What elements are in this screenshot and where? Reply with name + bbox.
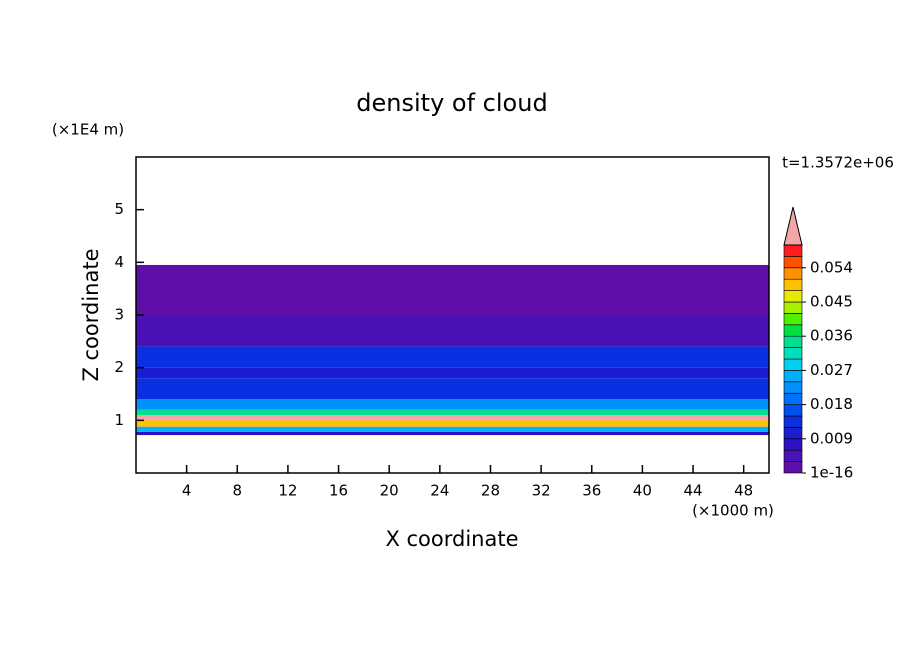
colorbar-tick-label: 0.018: [810, 395, 853, 413]
colorbar-cell: [783, 358, 803, 371]
colorbar-cell: [783, 404, 803, 417]
colorbar-cell: [783, 461, 803, 474]
colorbar-cell: [783, 427, 803, 440]
colorbar-cell: [783, 335, 803, 348]
contour-band: [136, 346, 769, 368]
contour-band: [136, 367, 769, 379]
contour-band: [136, 315, 769, 347]
x-axis-label: X coordinate: [385, 527, 518, 551]
colorbar-cell: [783, 415, 803, 428]
contour-band: [136, 426, 769, 432]
contour-band: [136, 264, 769, 315]
contour-band: [136, 431, 769, 436]
x-tick-label: 12: [278, 482, 297, 500]
colorbar-cell: [783, 267, 803, 280]
colorbar-cell: [783, 278, 803, 291]
colorbar-cell: [783, 290, 803, 303]
x-tick-label: 44: [683, 482, 702, 500]
y-tick-label: 5: [114, 200, 124, 218]
colorbar-cell: [783, 324, 803, 337]
x-tick-label: 24: [430, 482, 449, 500]
colorbar-cell: [783, 381, 803, 394]
colorbar-cell: [783, 244, 803, 257]
colorbar-cell: [783, 313, 803, 326]
y-tick-label: 1: [114, 411, 124, 429]
x-tick-label: 40: [633, 482, 652, 500]
colorbar-cell: [783, 392, 803, 405]
x-tick-label: 4: [182, 482, 192, 500]
colorbar-cell: [783, 301, 803, 314]
colorbar-cell: [783, 256, 803, 269]
x-tick-label: 16: [329, 482, 348, 500]
y-tick-label: 4: [114, 253, 124, 271]
x-tick-label: 20: [380, 482, 399, 500]
x-tick-label: 48: [734, 482, 753, 500]
x-tick-label: 28: [481, 482, 500, 500]
colorbar-tick-label: 0.009: [810, 429, 853, 447]
chart-title: density of cloud: [356, 89, 547, 117]
colorbar-tick-label: 0.036: [810, 327, 853, 345]
colorbar-tick-label: 0.054: [810, 258, 853, 276]
colorbar-tick-label: 0.045: [810, 293, 853, 311]
x-unit: (×1000 m): [692, 502, 774, 520]
colorbar-extension: [783, 206, 803, 246]
contour-band: [136, 415, 769, 421]
y-tick-label: 2: [114, 358, 124, 376]
colorbar-cell: [783, 370, 803, 383]
contour-band: [136, 378, 769, 400]
colorbar-cell: [783, 438, 803, 451]
x-tick-label: 8: [233, 482, 243, 500]
time-label: t=1.3572e+06: [782, 154, 894, 172]
y-unit: (×1E4 m): [52, 121, 124, 139]
x-tick-label: 32: [532, 482, 551, 500]
contour-band: [136, 399, 769, 410]
colorbar-tick-label: 1e-16: [810, 464, 853, 482]
colorbar-cell: [783, 347, 803, 360]
y-axis-label: Z coordinate: [79, 248, 103, 381]
y-tick-label: 3: [114, 306, 124, 324]
colorbar-cell: [783, 449, 803, 462]
x-tick-label: 36: [582, 482, 601, 500]
contour-band: [136, 409, 769, 416]
contour-band: [136, 420, 769, 427]
colorbar-tick-label: 0.027: [810, 361, 853, 379]
